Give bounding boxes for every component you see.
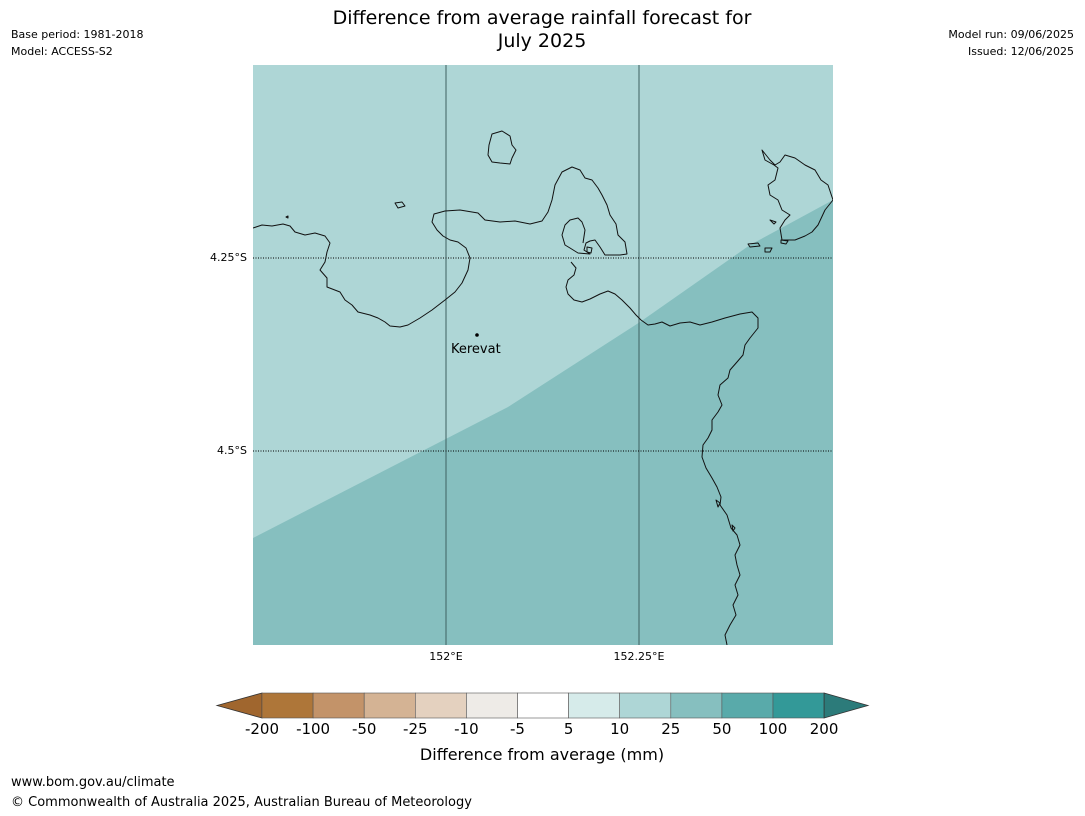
issued-text: Issued: 12/06/2025: [967, 45, 1074, 58]
footer-url[interactable]: www.bom.gov.au/climate: [11, 775, 175, 790]
islet-west: [394, 201, 406, 209]
colorbar-segment: [517, 692, 569, 719]
coastline-main: [253, 166, 759, 645]
islet-dot: [285, 215, 289, 219]
islet-east-1: [747, 242, 761, 248]
colorbar-segment: [466, 692, 518, 719]
island-north: [487, 130, 517, 165]
coastlines: [253, 130, 833, 645]
colorbar-tick-label: -5: [510, 720, 525, 738]
islet-small-1: [586, 246, 593, 254]
map-frame: [253, 65, 833, 645]
colorbar-tick-label: 50: [712, 720, 732, 738]
colorbar-segment: [414, 692, 467, 719]
map-title: Difference from average rainfall forecas…: [242, 7, 842, 53]
title-line-1: Difference from average rainfall forecas…: [332, 7, 752, 29]
colorbar-segment: [261, 692, 314, 719]
meta-left: Base period: 1981-2018 Model: ACCESS-S2: [11, 26, 143, 60]
colorbar-segment: [363, 692, 416, 719]
colorbar-tick-label: -10: [454, 720, 479, 738]
colorbar-extend-low: [215, 692, 263, 719]
colorbar-tick-label: 10: [610, 720, 630, 738]
islet-coast-1: [715, 499, 721, 508]
title-line-2: July 2025: [497, 30, 587, 52]
colorbar-segment: [619, 692, 672, 719]
colorbar-tick-label: 25: [661, 720, 681, 738]
model-text: Model: ACCESS-S2: [11, 45, 113, 58]
rainfall-band-25-to-50: [253, 65, 833, 645]
colorbar-tick-label: 200: [809, 720, 839, 738]
lon-label-152: 152°E: [429, 650, 463, 663]
lat-label-4-5: 4.5°S: [217, 444, 247, 457]
colorbar-segment: [568, 692, 620, 719]
graticule: [253, 65, 833, 645]
colorbar-tick-label: 100: [758, 720, 788, 738]
lon-label-152-25: 152.25°E: [613, 650, 665, 663]
model-run-text: Model run: 09/06/2025: [948, 28, 1074, 41]
kerevat-marker: [475, 333, 479, 337]
coastline-east: [761, 149, 833, 241]
footer-copyright: © Commonwealth of Australia 2025, Austra…: [11, 795, 472, 810]
colorbar-tick-label: -50: [351, 720, 377, 738]
colorbar-segment: [721, 692, 774, 719]
colorbar-segments: [215, 692, 870, 719]
colorbar-segment: [312, 692, 365, 719]
islet-east-3: [780, 239, 789, 245]
kerevat-label: Kerevat: [451, 342, 501, 357]
colorbar-segment: [772, 692, 825, 719]
colorbar-tick-label: 5: [563, 720, 574, 738]
base-period-text: Base period: 1981-2018: [11, 28, 144, 41]
colorbar-tick-label: -25: [403, 720, 428, 738]
islet-coast-2: [731, 524, 736, 532]
meta-right: Model run: 09/06/2025 Issued: 12/06/2025: [948, 26, 1074, 60]
colorbar-segment: [670, 692, 723, 719]
colorbar-extend-high: [823, 692, 870, 719]
lat-label-4-25: 4.25°S: [210, 251, 247, 264]
colorbar-tick-label: -100: [296, 720, 331, 738]
colorbar-title: Difference from average (mm): [419, 745, 665, 764]
islet-east-4: [769, 219, 777, 225]
islet-east-2: [764, 247, 773, 253]
colorbar-tick-label: -200: [244, 720, 280, 738]
